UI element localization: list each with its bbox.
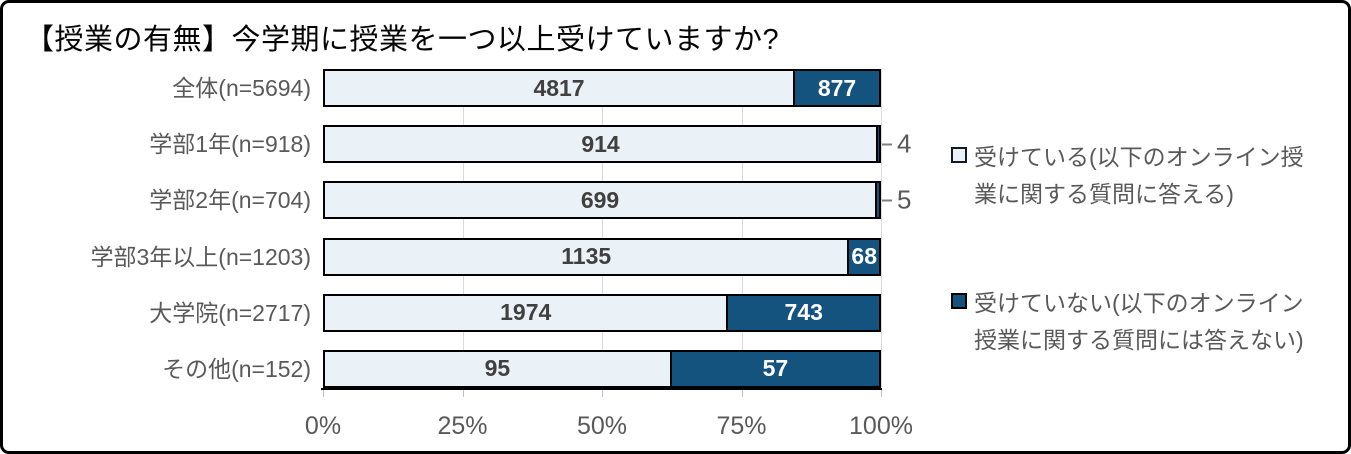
bar-segment-not-taking [878, 125, 881, 164]
bar-row: 1135 68 [323, 237, 881, 276]
chart-title: 【授業の有無】今学期に授業を一つ以上受けていますか? [25, 24, 780, 56]
bar-value-label: 699 [580, 186, 620, 213]
axis-tick [602, 390, 603, 397]
category-axis: 全体(n=5694) 学部1年(n=918) 学部2年(n=704) 学部3年以上(n… [3, 69, 312, 388]
bar-row: 699 5 [323, 181, 911, 220]
bar-segment-taking: 95 [323, 349, 672, 388]
x-axis-line [321, 388, 882, 390]
bar-segment-taking: 4817 [323, 69, 796, 107]
bar-row: 1974 743 [323, 293, 881, 332]
leader-line [882, 199, 892, 202]
bar-value-label: 1974 [500, 299, 552, 326]
gridline [881, 69, 882, 388]
bar-row: 4817 877 [323, 69, 881, 107]
x-axis-tick-label: 100% [849, 412, 913, 440]
legend-item: 受けていない(以下のオンライン 授業に関する質問には答えない) [951, 285, 1304, 360]
bar-value-label: 914 [581, 130, 620, 157]
bar-value-label: 743 [784, 299, 823, 326]
bar-segment-not-taking: 877 [795, 69, 881, 107]
x-axis-tick-label: 25% [437, 412, 488, 440]
legend-label: 受けている(以下のオンライン授 業に関する質問に答える) [974, 144, 1304, 208]
bar-value-label-outside: 5 [882, 185, 911, 216]
x-axis-tick-label: 75% [716, 412, 767, 440]
bar-segment-not-taking: 57 [671, 349, 881, 388]
bar-segment-taking: 699 [323, 181, 878, 220]
axis-tick [323, 390, 324, 397]
category-label: 学部2年(n=704) [149, 187, 311, 214]
bar-series-container: 4817 877 914 4 699 5 1135 68 1974 743 95 57 [323, 69, 911, 388]
leader-line [882, 143, 892, 146]
bar-value-label: 57 [762, 355, 789, 382]
legend-item: 受けている(以下のオンライン授 業に関する質問に答える) [951, 139, 1304, 214]
bar-segment-not-taking [877, 181, 881, 220]
x-axis-labels: 0% 25% 50% 75% 100% [305, 412, 913, 442]
bar-segment-not-taking: 743 [728, 293, 881, 332]
plot-area: 4817 877 914 4 699 5 1135 68 1974 743 95 57 [321, 69, 911, 397]
category-label: 学部1年(n=918) [149, 131, 311, 158]
legend-label: 受けていない(以下のオンライン 授業に関する質問には答えない) [974, 290, 1304, 354]
bar-value-label: 4 [897, 128, 912, 159]
bar-value-label: 4817 [533, 74, 585, 101]
x-axis-tick-label: 0% [304, 412, 342, 440]
bar-value-label: 95 [484, 355, 511, 382]
bar-segment-taking: 914 [323, 125, 878, 164]
legend-marker-light-square-icon [951, 147, 967, 163]
bar-value-label: 1135 [561, 243, 612, 270]
bar-segment-not-taking: 68 [849, 237, 881, 276]
bar-row: 914 4 [323, 125, 911, 164]
category-label: 学部3年以上(n=1203) [90, 243, 312, 270]
gridline [462, 69, 464, 388]
bar-value-label: 68 [851, 243, 878, 270]
category-label: 大学院(n=2717) [149, 299, 311, 326]
x-axis-tick-label: 50% [576, 412, 628, 440]
bar-value-label: 5 [897, 184, 912, 215]
bar-row: 95 57 [323, 349, 881, 388]
bar-segment-taking: 1135 [323, 237, 850, 276]
bar-segment-taking: 1974 [323, 293, 729, 332]
bar-value-label: 877 [817, 74, 857, 101]
category-label: その他(n=152) [162, 355, 311, 382]
bar-value-label-outside: 4 [882, 129, 911, 160]
axis-tick [462, 390, 464, 397]
gridline [741, 69, 743, 388]
category-label: 全体(n=5694) [172, 75, 311, 101]
legend-marker-dark-square-icon [951, 293, 967, 309]
axis-tick [741, 390, 743, 397]
axis-tick [881, 390, 882, 397]
gridline [602, 69, 603, 388]
